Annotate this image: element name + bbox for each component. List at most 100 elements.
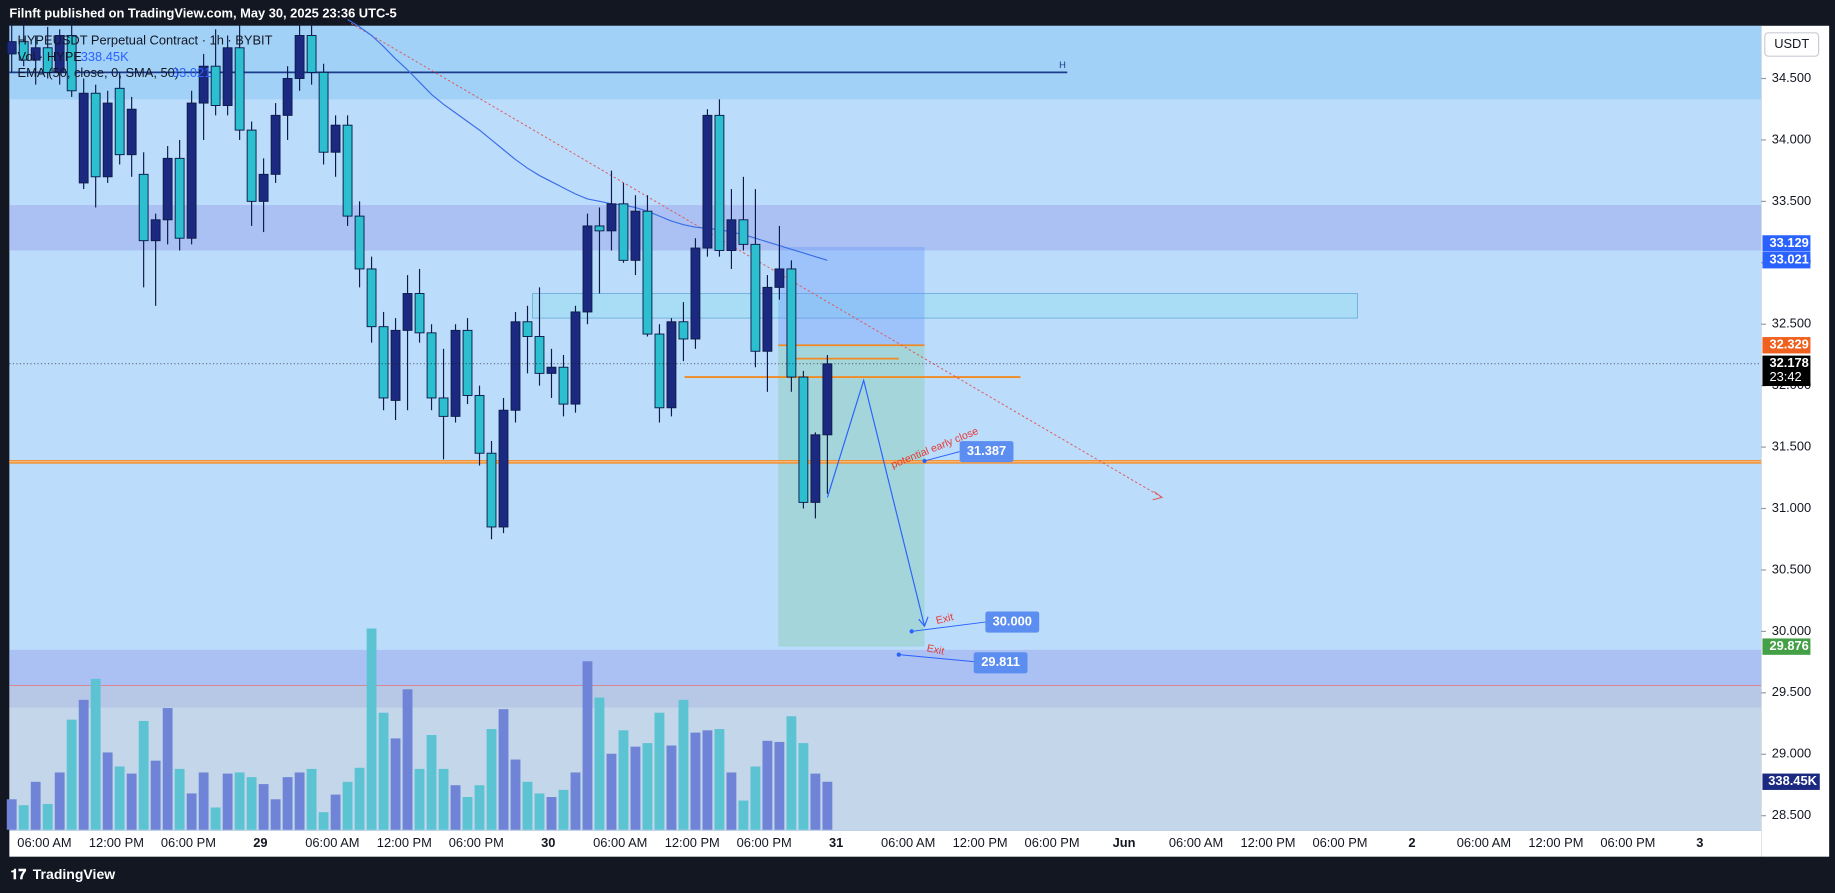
candle-body xyxy=(798,376,809,503)
price-axis xyxy=(1761,25,1830,857)
candle-body xyxy=(102,102,113,178)
volume-bar xyxy=(126,773,137,830)
volume-bar xyxy=(714,729,725,830)
x-tick-label: 06:00 AM xyxy=(593,835,647,850)
candle-body xyxy=(270,114,281,175)
volume-bar xyxy=(630,746,641,830)
legend-ema-value: 33.021 xyxy=(172,65,211,80)
y-tick-label: 32.500 xyxy=(1772,316,1811,331)
currency-box[interactable] xyxy=(1764,32,1820,57)
volume-bar xyxy=(162,708,173,830)
candle-body xyxy=(546,366,557,374)
candle-body xyxy=(366,268,377,328)
volume-bar xyxy=(498,709,509,830)
price-badge-label: 32.329 xyxy=(1769,337,1808,352)
target-label: 29.811 xyxy=(981,654,1020,669)
x-tick-label: 06:00 PM xyxy=(1025,835,1080,850)
volume-bar xyxy=(570,772,581,830)
volume-bar xyxy=(42,803,53,830)
target-label: 30.000 xyxy=(993,613,1032,628)
candle-body xyxy=(318,71,329,153)
volume-bar xyxy=(666,745,677,830)
volume-bar xyxy=(750,766,761,830)
candle-body xyxy=(486,452,497,528)
y-tick-label: 29.500 xyxy=(1772,684,1811,699)
candle-body xyxy=(66,35,77,92)
candle-body xyxy=(342,124,353,217)
candle-body xyxy=(378,326,389,399)
y-tick-label: 31.500 xyxy=(1772,439,1811,454)
volume-bar xyxy=(798,743,809,830)
candle-body xyxy=(234,47,245,131)
x-tick-label: 06:00 AM xyxy=(17,835,71,850)
volume-bar xyxy=(282,777,293,830)
volume-bar xyxy=(402,689,413,830)
candle-body xyxy=(414,293,425,334)
volume-bar xyxy=(450,785,461,830)
volume-bar xyxy=(486,729,497,830)
volume-bar xyxy=(114,766,125,830)
x-tick-label: 06:00 AM xyxy=(1457,835,1511,850)
risk-box xyxy=(778,246,925,346)
y-tick-label: 31.000 xyxy=(1772,500,1811,515)
target-pointer xyxy=(924,451,960,462)
currency: USDT xyxy=(1774,36,1809,51)
target-badge xyxy=(959,441,1014,463)
x-tick-label: 12:00 PM xyxy=(953,835,1008,850)
candle-body xyxy=(426,332,437,399)
candle-body xyxy=(246,129,257,202)
candle-body xyxy=(642,210,653,335)
volume-bar xyxy=(810,773,821,830)
candle-body xyxy=(390,329,401,401)
volume-bar xyxy=(414,768,425,830)
volume-bar xyxy=(30,781,41,830)
volume-bar xyxy=(690,732,701,830)
x-tick-label: 12:00 PM xyxy=(89,835,144,850)
time-axis xyxy=(9,830,1762,857)
x-tick-label: 06:00 PM xyxy=(1600,835,1655,850)
volume-bar xyxy=(354,767,365,830)
candle-body xyxy=(714,114,725,251)
volume-bar xyxy=(594,697,605,830)
volume-bar xyxy=(186,793,197,830)
volume-bar xyxy=(510,759,521,830)
x-tick-label: 06:00 AM xyxy=(305,835,359,850)
volume-bar xyxy=(198,772,209,830)
volume-bar xyxy=(270,799,281,830)
annotation: Exit xyxy=(935,611,955,627)
annotation: Exit xyxy=(926,642,946,657)
volume-bar xyxy=(642,743,653,830)
price-badge xyxy=(1762,252,1811,269)
candle-body xyxy=(174,157,185,239)
price-badge-label: 33.021 xyxy=(1769,252,1808,267)
volume-bar xyxy=(210,807,221,830)
candle-body xyxy=(678,321,689,340)
volume-bar xyxy=(258,784,269,830)
candle-body xyxy=(534,336,545,374)
volume-bar xyxy=(738,800,749,830)
candle-body xyxy=(786,268,797,378)
candle-body xyxy=(606,203,617,232)
volume-bar xyxy=(438,768,449,830)
x-tick-label: 06:00 PM xyxy=(449,835,504,850)
volume-bar xyxy=(726,772,737,830)
x-tick-label: 29 xyxy=(253,835,267,850)
candle-body xyxy=(654,333,665,409)
zone xyxy=(9,649,1762,686)
volume-bar xyxy=(174,768,185,830)
candle-body xyxy=(558,366,569,405)
target-badge xyxy=(985,611,1040,633)
y-tick-label: 34.500 xyxy=(1772,70,1811,85)
volume-bar xyxy=(678,699,689,830)
volume-bar xyxy=(342,781,353,830)
projection xyxy=(826,378,926,627)
target-dot xyxy=(896,652,901,657)
volume-bar xyxy=(606,753,617,830)
trend-arrow xyxy=(1152,491,1164,501)
volume-bar xyxy=(66,719,77,830)
candle-body xyxy=(150,219,161,242)
volume-bar xyxy=(558,789,569,830)
volume-bar xyxy=(426,735,437,830)
x-tick-label: 12:00 PM xyxy=(377,835,432,850)
zone xyxy=(9,205,1762,251)
